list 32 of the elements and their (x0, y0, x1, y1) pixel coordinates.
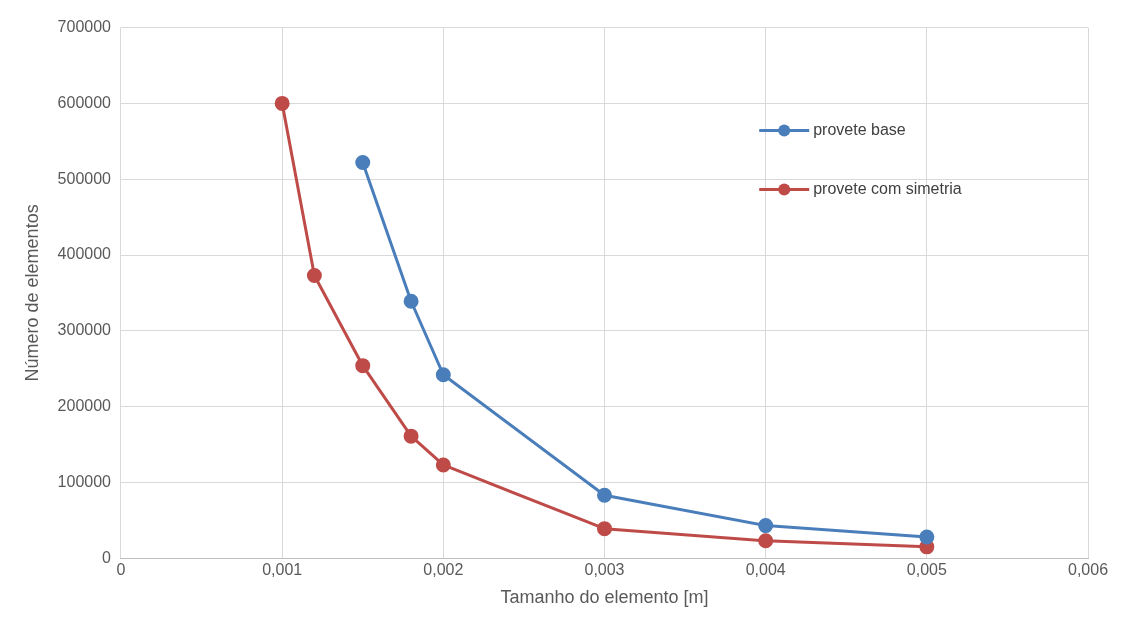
x-tick-label: 0 (116, 561, 126, 579)
point (355, 358, 371, 374)
point (435, 457, 451, 473)
y-tick-label: 600000 (57, 93, 112, 111)
point (403, 293, 419, 309)
y-axis-title: Número de elementos (21, 204, 42, 382)
y-tick-label: 300000 (57, 321, 112, 339)
y-tick-label: 400000 (57, 245, 112, 263)
point (435, 367, 451, 383)
point (274, 95, 290, 111)
x-axis-title: Tamanho do elemento [m] (500, 587, 709, 608)
y-tick-label: 0 (102, 548, 112, 566)
x-tick-label: 0,001 (262, 561, 303, 579)
point (355, 155, 371, 171)
point (597, 521, 612, 537)
x-tick-label: 0,002 (423, 561, 464, 579)
x-tick-label: 0,004 (745, 561, 786, 579)
y-tick-label: 500000 (57, 169, 112, 187)
x-tick-label: 0,003 (584, 561, 625, 579)
point (403, 428, 419, 444)
point (919, 529, 935, 545)
point (306, 267, 322, 283)
y-tick-label: 200000 (57, 397, 112, 415)
y-tick-label: 100000 (57, 472, 112, 490)
legend-label: provete base (813, 121, 906, 139)
point (758, 518, 774, 534)
x-tick-label: 0,005 (906, 561, 947, 579)
point (597, 487, 612, 503)
x-tick-label: 0,006 (1067, 561, 1109, 579)
y-tick-label: 700000 (57, 18, 112, 36)
legend-label: provete com simetria (813, 180, 962, 198)
point (758, 533, 774, 549)
